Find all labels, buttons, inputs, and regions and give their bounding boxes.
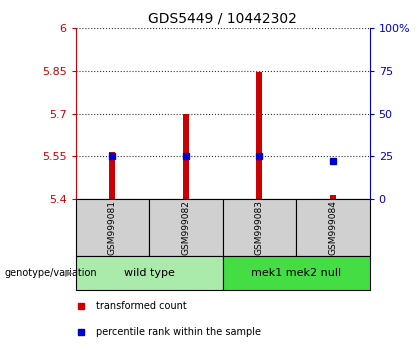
Bar: [296, 199, 370, 256]
Bar: [149, 199, 223, 256]
Text: percentile rank within the sample: percentile rank within the sample: [96, 326, 261, 337]
Text: genotype/variation: genotype/variation: [4, 268, 97, 278]
Title: GDS5449 / 10442302: GDS5449 / 10442302: [148, 12, 297, 26]
Text: GSM999082: GSM999082: [181, 200, 190, 255]
Text: ▶: ▶: [65, 268, 73, 278]
Text: wild type: wild type: [123, 268, 175, 278]
Bar: [223, 256, 370, 290]
Bar: [76, 256, 223, 290]
Text: GSM999081: GSM999081: [108, 200, 117, 255]
Bar: [183, 114, 189, 199]
Bar: [256, 73, 262, 199]
Text: mek1 mek2 null: mek1 mek2 null: [251, 268, 341, 278]
Bar: [109, 152, 115, 199]
Text: GSM999084: GSM999084: [328, 200, 337, 255]
Bar: [76, 199, 149, 256]
Bar: [223, 199, 296, 256]
Text: GSM999083: GSM999083: [255, 200, 264, 255]
Text: transformed count: transformed count: [96, 301, 187, 311]
Bar: [330, 195, 336, 199]
